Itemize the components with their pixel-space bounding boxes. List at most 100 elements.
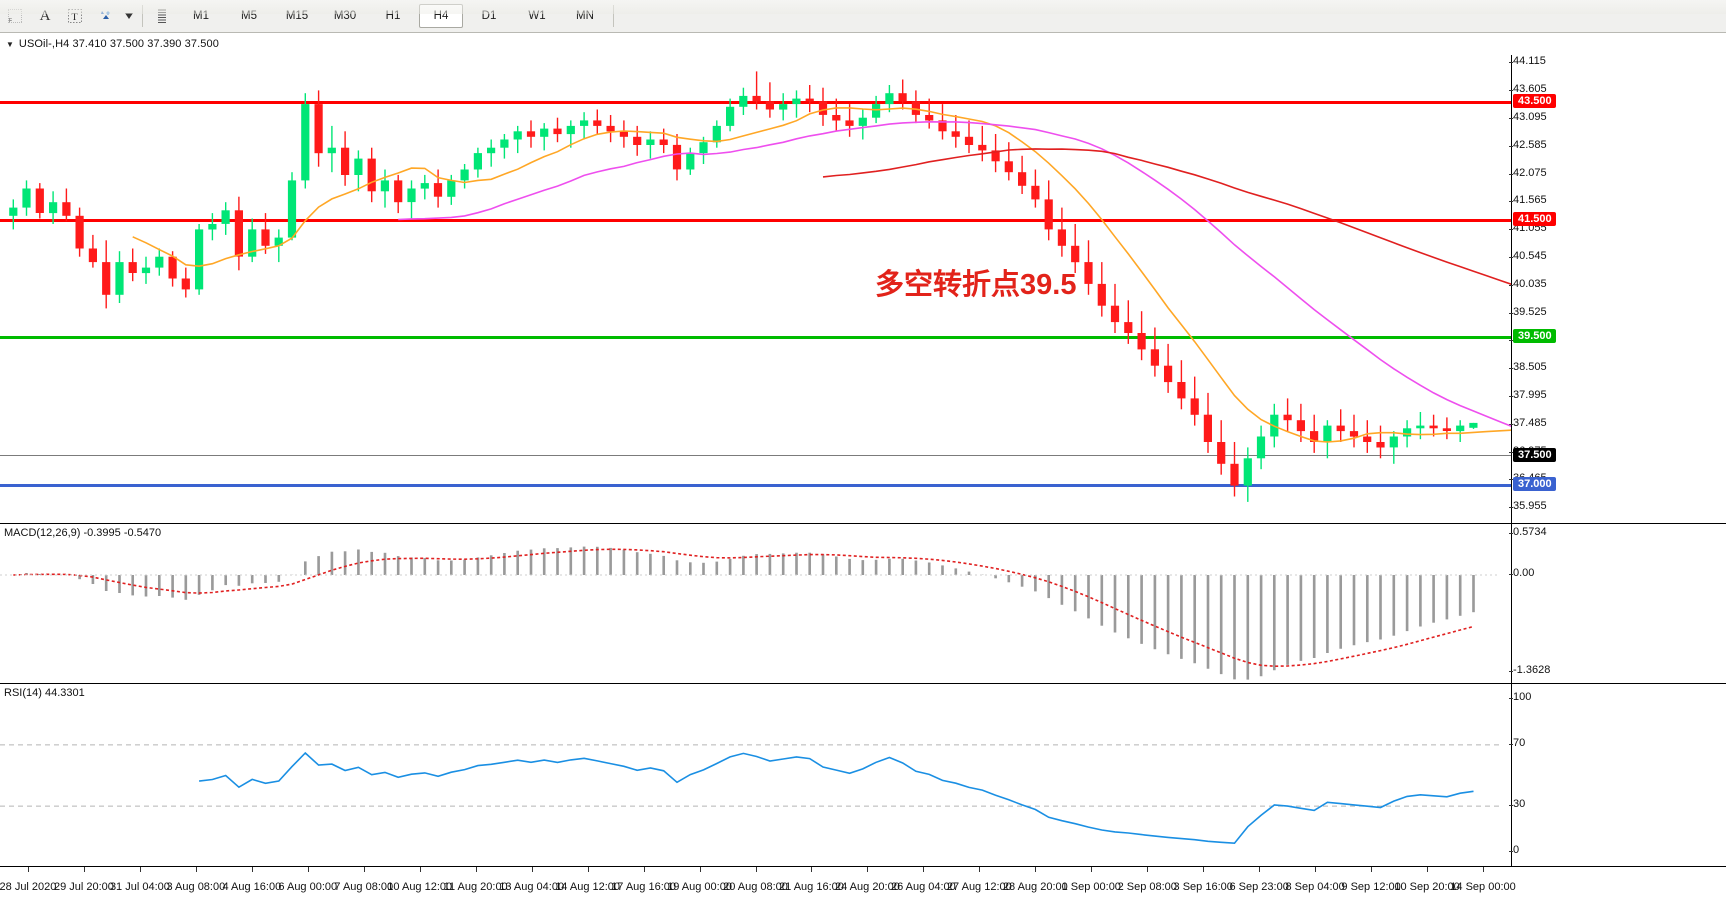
timeframe-button-m30[interactable]: M30	[333, 10, 357, 22]
time-axis-label: 9 Sep 12:00	[1341, 881, 1401, 893]
time-tick-mark	[643, 867, 645, 872]
price-tick: 36.465	[1509, 472, 1547, 485]
price-scale-divider	[1511, 55, 1512, 897]
time-axis-label: 14 Aug 12:00	[555, 881, 621, 893]
timeframe-button-mn[interactable]: MN	[576, 10, 594, 22]
time-axis-label: 14 Sep 00:00	[1450, 881, 1516, 893]
time-tick-mark	[363, 867, 365, 872]
timeframe-button-h4[interactable]: H4	[419, 4, 463, 28]
time-axis-label: 2 Sep 08:00	[1117, 881, 1177, 893]
time-tick-mark	[1203, 867, 1205, 872]
price-candles-plot	[9, 71, 1511, 502]
price-level-label-resistance-41500[interactable]: 41.500	[1513, 212, 1556, 226]
chart-area[interactable]: ▼ USOil-,H4 37.410 37.500 37.390 37.500 …	[0, 33, 1726, 897]
time-axis-label: 10 Aug 12:00	[387, 881, 453, 893]
crosshair-icon[interactable]: F	[1, 3, 29, 29]
label-tool-icon[interactable]: T	[61, 3, 89, 29]
rsi-scale-divider	[1511, 684, 1512, 867]
timeframe-button-m15[interactable]: M15	[285, 10, 309, 22]
time-tick-mark	[811, 867, 813, 872]
rsi-tick: 100	[1508, 691, 1532, 703]
time-tick-mark	[1091, 867, 1093, 872]
time-axis-label: 6 Aug 00:00	[278, 881, 338, 893]
price-tick: 40.035	[1509, 277, 1547, 290]
time-tick-mark	[27, 867, 29, 872]
time-tick-mark	[139, 867, 141, 872]
price-level-label-blue-level-37000[interactable]: 37.000	[1513, 477, 1556, 491]
time-axis-label: 29 Jul 20:00	[53, 881, 114, 893]
price-tick: 38.505	[1509, 361, 1547, 374]
macd-tick: 0.5734	[1509, 526, 1547, 539]
time-axis[interactable]: 28 Jul 2020 29 Jul 20:00 31 Jul 04:00 3 Aug…	[0, 866, 1726, 897]
rsi-tick: 70	[1508, 736, 1526, 749]
time-axis-label: 17 Aug 16:00	[611, 881, 676, 893]
rsi-label: RSI(14) 44.3301	[4, 687, 85, 699]
svg-text:F: F	[9, 18, 12, 23]
toolbar-separator-right	[613, 5, 614, 27]
time-axis-label: 24 Aug 20:00	[835, 881, 900, 893]
timeframe-button-h1[interactable]: H1	[385, 10, 401, 22]
time-tick-mark	[83, 867, 85, 872]
time-tick-mark	[867, 867, 869, 872]
time-axis-label: 7 Aug 08:00	[334, 881, 394, 893]
time-tick-mark	[1259, 867, 1261, 872]
price-tick: 36.975	[1509, 444, 1547, 457]
blue-level-line-37000[interactable]	[0, 484, 1511, 487]
timeframe-button-w1[interactable]: W1	[528, 10, 546, 22]
timeframe-button-group: M1 M5 M15 M30 H1 H4 D1 W1 MN	[177, 0, 609, 32]
time-tick-mark	[1371, 867, 1373, 872]
time-axis-label: 1 Sep 00:00	[1061, 881, 1121, 893]
price-tick: 42.075	[1509, 166, 1547, 179]
macd-pane: MACD(12,26,9) -0.3995 -0.5470 0.5734 0.00…	[0, 523, 1726, 681]
time-tick-mark	[251, 867, 253, 872]
objects-icon[interactable]	[91, 3, 119, 29]
text-tool-icon[interactable]: A	[39, 7, 51, 24]
macd-tick: -1.3628	[1508, 664, 1551, 677]
symbol-ohlc-text: USOil-,H4 37.410 37.500 37.390 37.500	[18, 38, 219, 50]
time-axis-label: 13 Aug 04:00	[499, 881, 565, 893]
time-tick-mark	[419, 867, 421, 872]
chevron-down-icon[interactable]: ▼	[6, 39, 14, 49]
resistance-line-43500[interactable]	[0, 101, 1511, 104]
dropdown-arrow-icon[interactable]	[121, 3, 137, 29]
price-level-label-last-price-37500[interactable]: 37.500	[1513, 448, 1556, 462]
time-axis-label: 26 Aug 04:00	[890, 881, 956, 893]
time-tick-mark	[1427, 867, 1429, 872]
price-tick: 43.605	[1509, 83, 1547, 96]
time-axis-label: 28 Jul 2020	[0, 881, 57, 893]
macd-label: MACD(12,26,9) -0.3995 -0.5470	[4, 527, 162, 539]
time-tick-mark	[1483, 867, 1485, 872]
timeframe-button-m1[interactable]: M1	[193, 10, 209, 22]
time-tick-mark	[979, 867, 981, 872]
time-tick-mark	[1147, 867, 1149, 872]
timeframe-button-m5[interactable]: M5	[241, 10, 257, 22]
price-tick: 37.485	[1509, 416, 1547, 429]
chart-annotation[interactable]: 多空转折点39.5	[875, 269, 1077, 301]
periodicity-icon[interactable]	[148, 3, 176, 29]
time-axis-label: 6 Sep 23:00	[1229, 881, 1289, 893]
price-tick: 35.955	[1509, 500, 1547, 513]
time-tick-mark	[475, 867, 477, 872]
price-tick: 44.115	[1509, 55, 1546, 68]
time-axis-label: 8 Sep 04:00	[1285, 881, 1345, 893]
price-tick: 43.095	[1509, 110, 1547, 123]
time-axis-label: 31 Jul 04:00	[109, 881, 170, 893]
price-level-label-resistance-43500[interactable]: 43.500	[1513, 94, 1556, 108]
time-axis-label: 3 Sep 16:00	[1173, 881, 1233, 893]
timeframe-button-d1[interactable]: D1	[481, 10, 497, 22]
rsi-tick: 0	[1508, 844, 1520, 856]
time-tick-mark	[195, 867, 197, 872]
time-axis-label: 28 Aug 20:00	[1002, 881, 1068, 893]
support-line-39500[interactable]	[0, 336, 1511, 339]
time-tick-mark	[923, 867, 925, 872]
price-level-label-support-39500[interactable]: 39.500	[1513, 329, 1556, 343]
toolbar-draw-tools: F A T	[0, 0, 138, 32]
price-tick: 39.525	[1509, 305, 1547, 318]
resistance-line-41500[interactable]	[0, 219, 1511, 222]
time-axis-label: 20 Aug 08:00	[723, 881, 788, 893]
last-price-line-37500	[0, 455, 1511, 456]
macd-plot	[0, 546, 1500, 680]
rsi-pane: RSI(14) 44.3301 100 70 30 0	[0, 683, 1726, 867]
macd-scale-divider	[1511, 524, 1512, 681]
time-tick-mark	[1315, 867, 1317, 872]
